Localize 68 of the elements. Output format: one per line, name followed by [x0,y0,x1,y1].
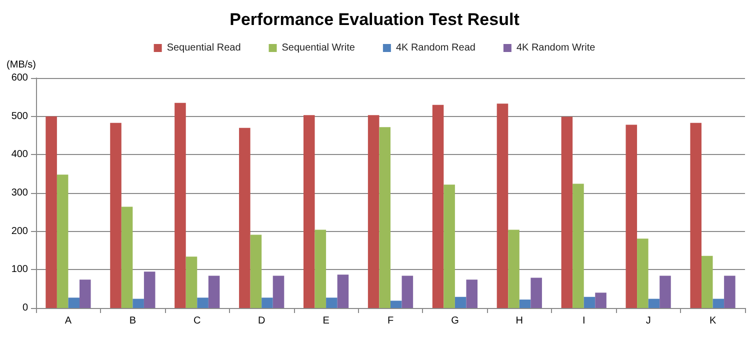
bar [595,292,606,308]
bar [272,276,284,308]
bar [561,116,573,308]
x-tick-label: H [516,316,524,326]
bar [701,256,713,308]
y-tick-label: 0 [22,302,28,314]
bar [262,298,273,308]
bar [239,128,250,308]
bar [466,280,478,308]
y-axis-title: (MB/s) [6,60,36,70]
bar [454,296,466,308]
bar [626,124,638,308]
legend-label: 4K Random Read [396,42,476,54]
bar [724,276,736,308]
y-tick-label: 200 [11,226,28,237]
y-tick-label: 500 [11,110,28,122]
y-tick-label: 100 [11,264,28,276]
bar [303,115,315,308]
bar [432,104,444,308]
bar [337,274,349,308]
bar [690,122,702,308]
bar [584,296,596,308]
chart-title: Performance Evaluation Test Result [230,10,520,29]
bar [444,184,455,308]
bar [326,298,338,308]
x-tick-label: K [709,316,716,326]
legend-label: 4K Random Write [516,42,596,54]
bar [379,127,390,308]
x-tick-label: F [387,316,394,326]
bar [519,300,531,308]
y-tick-label: 300 [11,188,28,198]
bar [402,276,414,308]
y-tick-label: 400 [11,149,28,160]
x-tick-label: C [194,316,201,326]
bar [368,115,380,308]
x-tick-label: J [646,316,651,326]
bar [68,298,80,308]
bar [712,298,724,308]
bar [56,174,68,308]
bar [144,272,156,308]
y-tick-label: 600 [11,72,28,84]
legend-label: Sequential Write [282,42,356,54]
bar [250,234,262,308]
bar [132,298,144,308]
x-tick-label: D [258,316,266,326]
x-tick-label: B [129,316,136,326]
bar [46,116,57,308]
bar [496,104,508,308]
bar [80,280,91,308]
bar [572,184,584,308]
bar [174,102,186,308]
bar [637,238,648,308]
x-tick-label: A [64,316,72,326]
bar [530,278,542,308]
bar [314,230,326,308]
bar [197,298,208,308]
bar [508,230,520,308]
x-tick-label: E [322,316,330,326]
bar [121,206,133,308]
bar [186,256,198,308]
bar [110,122,122,308]
legend-label: Sequential Read [166,42,241,54]
bar [660,276,671,308]
bar [208,276,220,308]
bar [648,298,660,308]
x-tick-label: G [451,316,460,326]
bar [390,300,402,308]
x-tick-label: I [582,316,586,326]
